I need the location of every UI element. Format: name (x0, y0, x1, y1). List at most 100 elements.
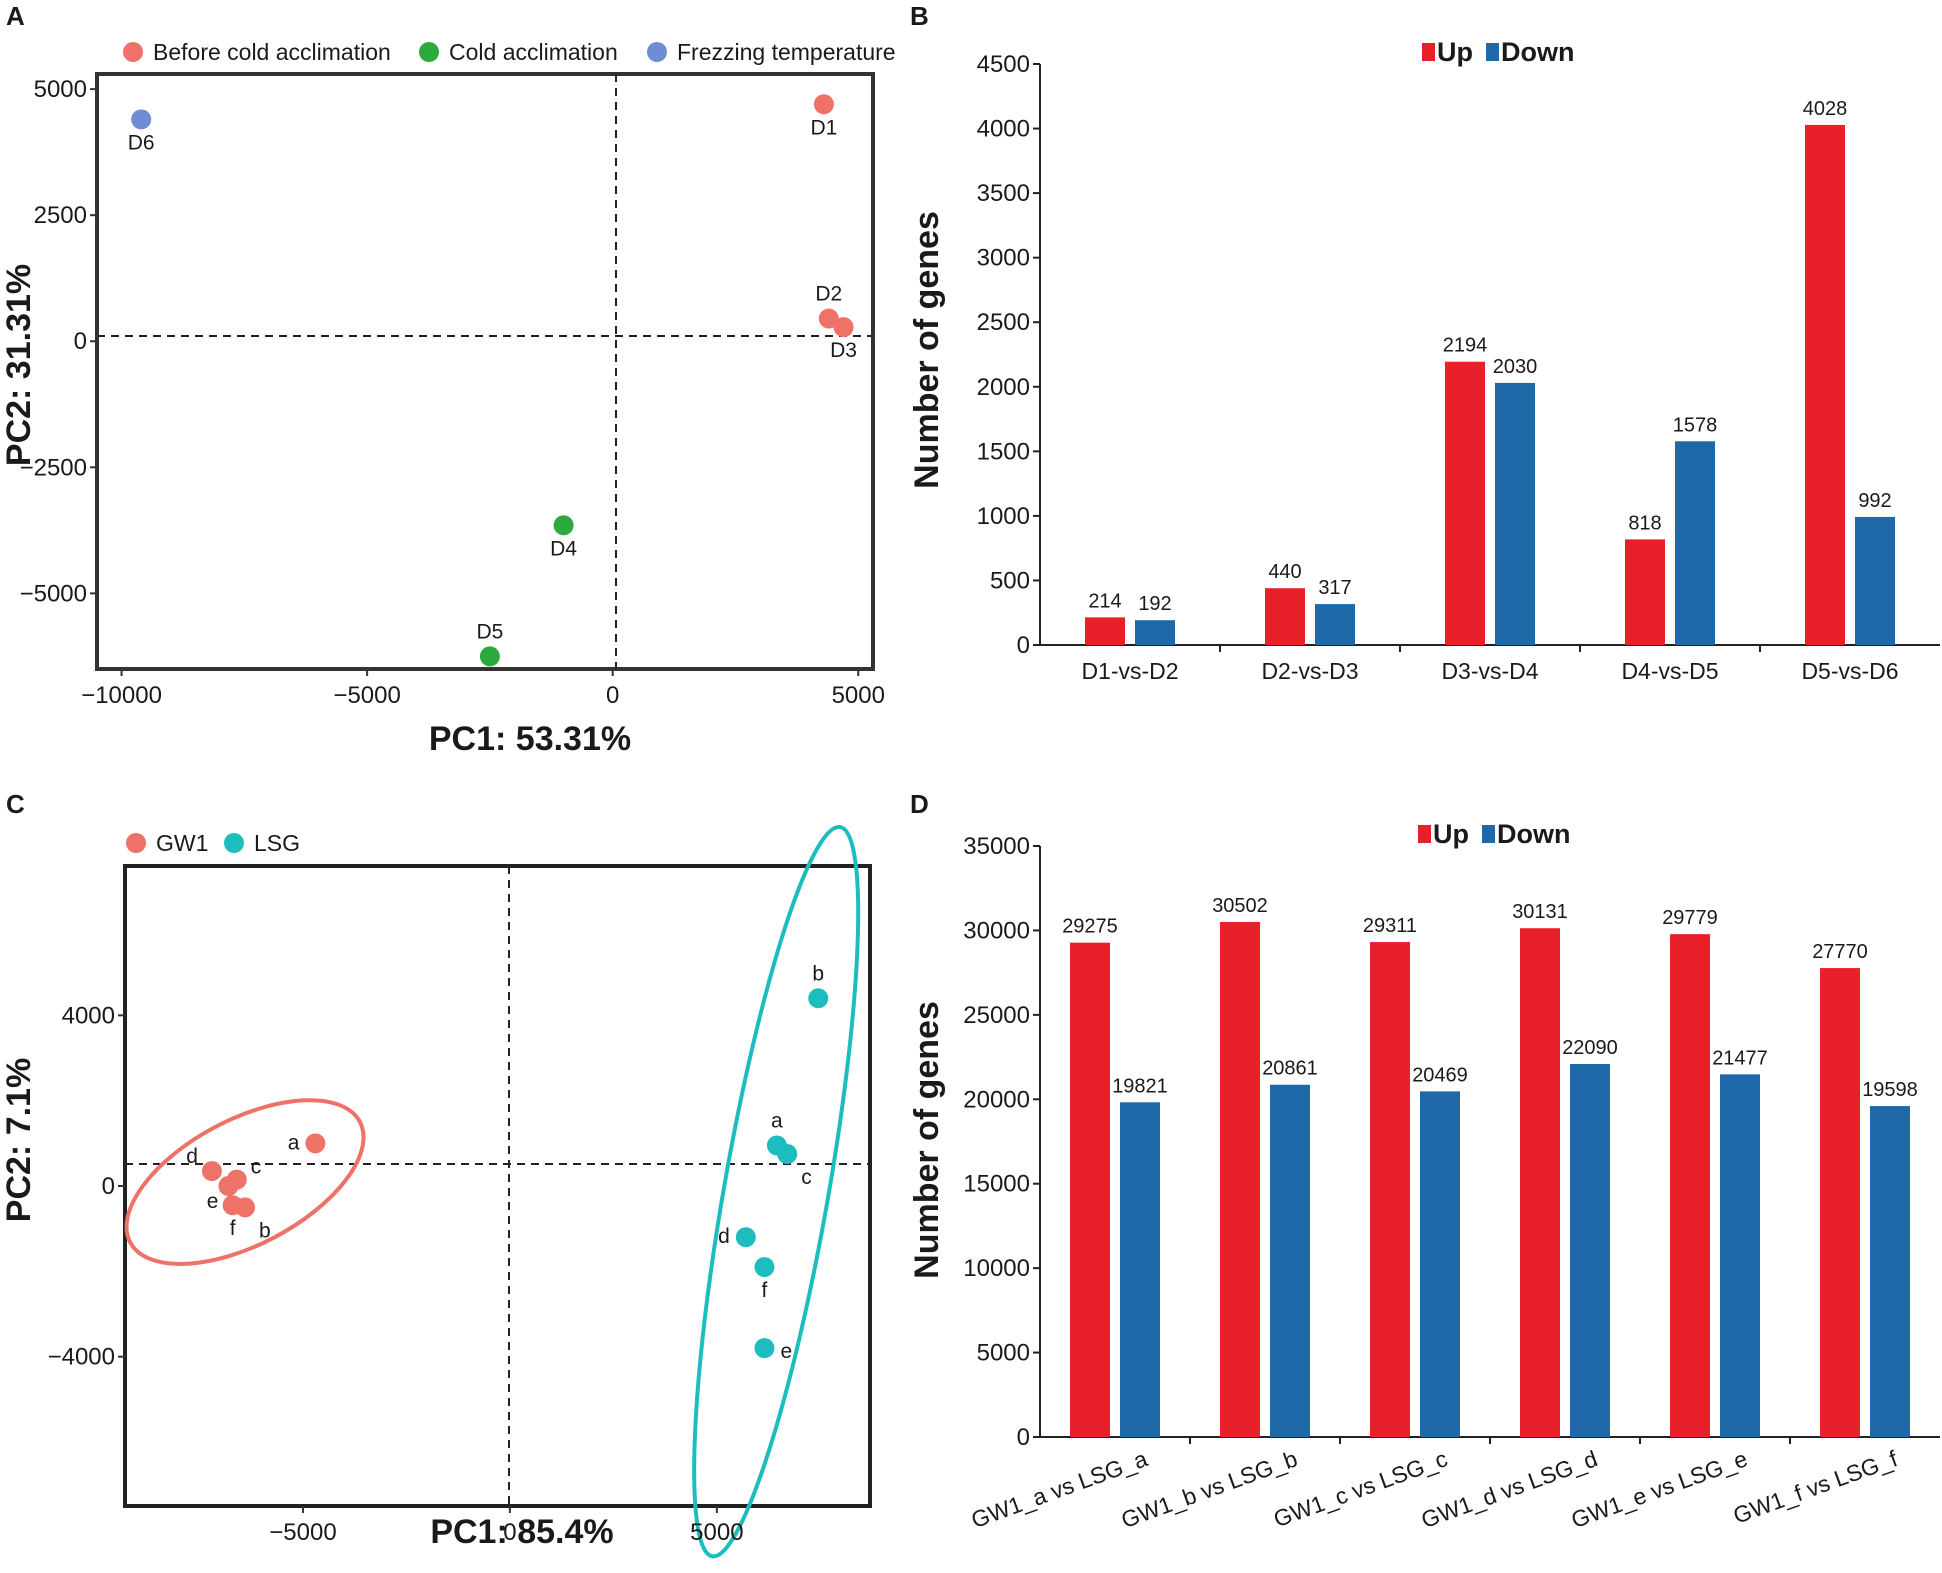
panel-d-bars: 29275 19821 30502 20861 29311 20469 30131 22090… (1062, 895, 1918, 1437)
bar-down (1120, 1102, 1160, 1437)
category-label: GW1_f vs LSG_f (1730, 1445, 1902, 1529)
data-point (553, 515, 574, 536)
y-tick-label: −4000 (48, 1344, 115, 1371)
y-tick-label: 25000 (963, 1002, 1030, 1029)
legend-swatch (1486, 43, 1499, 61)
panel-b-axes: 0 500 1000 1500 2000 2500 3000 3500 4000 4500 D1-v… (977, 51, 1940, 684)
data-point (735, 1227, 756, 1248)
legend-label: Frezzing temperature (677, 39, 896, 65)
bar-down (1570, 1063, 1610, 1437)
legend-label: Up (1437, 37, 1473, 67)
bar-value-label: 214 (1088, 590, 1121, 612)
point-label: d (718, 1225, 730, 1248)
data-point (833, 317, 854, 338)
category-label: D5-vs-D6 (1801, 658, 1898, 684)
panel-c-y-ticks: 4000 0 −4000 (48, 1002, 125, 1371)
y-tick-label: 0 (102, 1173, 115, 1200)
x-tick-label: 0 (503, 1519, 516, 1546)
panel-a-points: D1 D2 D3 D4 D5 D6 (128, 94, 857, 667)
category-label: D2-vs-D3 (1261, 658, 1358, 684)
bar-down (1855, 516, 1895, 645)
point-label: D1 (810, 116, 837, 139)
y-tick-label: −5000 (20, 580, 87, 607)
bar-value-label: 30502 (1212, 895, 1268, 917)
x-tick-label: −5000 (333, 682, 400, 709)
confidence-ellipse (692, 824, 861, 1559)
panel-a-y-title: PC2: 31.31% (0, 264, 38, 466)
bar-value-label: 29779 (1662, 907, 1718, 929)
y-tick-label: 3500 (977, 180, 1030, 207)
panel-d-legend: Up Down (1418, 819, 1571, 849)
panel-d: D 0 5000 10000 15000 20000 25000 30000 35000 GW1… (908, 789, 1940, 1533)
legend-marker (224, 833, 244, 853)
legend-marker (126, 833, 146, 853)
legend-swatch (1482, 825, 1495, 843)
point-label: D2 (815, 283, 842, 306)
point-label: D3 (830, 339, 857, 362)
panel-c-x-ticks: −5000 0 5000 (269, 1506, 744, 1546)
legend-label: Cold acclimation (449, 39, 618, 65)
bar-up (1445, 361, 1485, 645)
panel-a: A −10000 −5000 0 5000 5000 2500 0 −2500 −5000 D… (0, 1, 896, 758)
x-tick-label: −10000 (81, 682, 162, 709)
bar-value-label: 4028 (1803, 98, 1848, 120)
bar-value-label: 2194 (1443, 335, 1488, 357)
category-label: D4-vs-D5 (1621, 658, 1718, 684)
y-tick-label: 2500 (34, 202, 87, 229)
panel-a-letter: A (6, 1, 25, 31)
category-label: D1-vs-D2 (1081, 658, 1178, 684)
bar-value-label: 30131 (1512, 901, 1568, 923)
bar-value-label: 192 (1138, 593, 1171, 615)
bar-down (1270, 1084, 1310, 1437)
legend-label: LSG (254, 830, 300, 856)
y-tick-label: 4000 (977, 116, 1030, 143)
y-tick-label: 1500 (977, 438, 1030, 465)
point-label: a (288, 1131, 300, 1154)
bar-value-label: 20469 (1412, 1064, 1468, 1086)
data-point (777, 1144, 798, 1164)
point-label: e (780, 1340, 792, 1363)
point-label: c (801, 1166, 812, 1189)
panel-c-legend: GW1 LSG (126, 830, 300, 856)
bar-up (1085, 617, 1125, 645)
y-tick-label: 15000 (963, 1171, 1030, 1198)
data-point (305, 1133, 326, 1154)
panel-b-y-title: Number of genes (908, 211, 946, 489)
legend-marker (647, 42, 667, 62)
legend-marker (419, 42, 439, 62)
bar-down (1315, 604, 1355, 645)
panel-a-x-ticks: −10000 −5000 0 5000 (81, 669, 885, 709)
x-tick-label: 5000 (690, 1519, 743, 1546)
bar-value-label: 2030 (1493, 356, 1538, 378)
x-tick-label: 5000 (832, 682, 885, 709)
y-tick-label: 0 (1017, 632, 1030, 659)
bar-up (1625, 539, 1665, 645)
bar-value-label: 440 (1268, 561, 1301, 583)
bar-up (1820, 968, 1860, 1437)
data-point (818, 308, 839, 329)
panel-b-letter: B (910, 1, 929, 31)
y-tick-label: 30000 (963, 917, 1030, 944)
y-tick-label: 5000 (34, 76, 87, 103)
data-point (222, 1195, 243, 1216)
panel-a-plot-frame (95, 72, 875, 671)
bar-value-label: 27770 (1812, 941, 1868, 963)
bar-value-label: 22090 (1562, 1037, 1618, 1059)
y-tick-label: 3000 (977, 245, 1030, 272)
point-label: D5 (476, 620, 503, 643)
y-tick-label: 4500 (977, 51, 1030, 78)
bar-value-label: 992 (1858, 490, 1891, 512)
bar-down (1675, 441, 1715, 645)
point-label: f (762, 1279, 768, 1302)
data-point (813, 94, 834, 115)
bar-value-label: 20861 (1262, 1058, 1318, 1080)
point-label: b (812, 962, 824, 985)
point-label: D4 (550, 537, 577, 560)
y-tick-label: 10000 (963, 1255, 1030, 1282)
bar-value-label: 19598 (1862, 1079, 1918, 1101)
bar-up (1265, 588, 1305, 645)
point-label: d (186, 1145, 198, 1168)
